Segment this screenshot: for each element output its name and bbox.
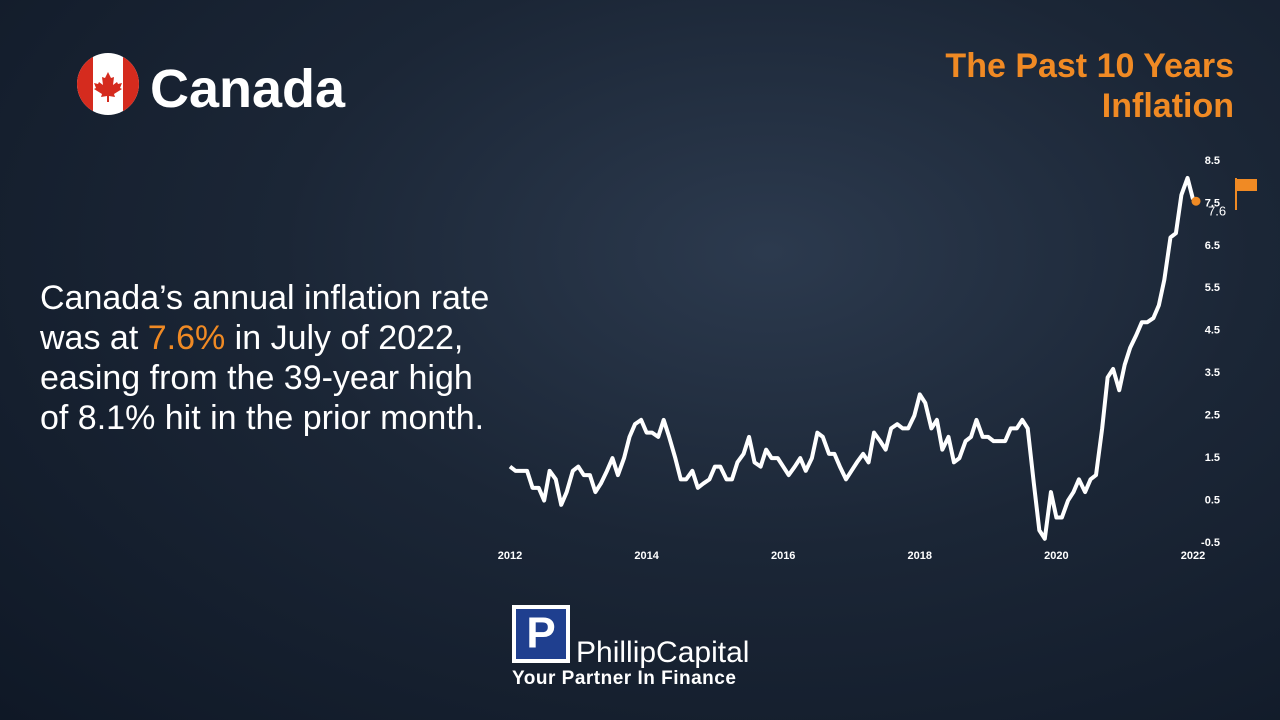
- line: [508, 175, 1195, 541]
- body-text: Canada’s annual inflation rate was at 7.…: [40, 278, 500, 438]
- x-tick-label: 2012: [498, 550, 522, 562]
- y-tick-label: 2.5: [1205, 410, 1220, 422]
- y-tick-label: 3.5: [1205, 367, 1220, 379]
- title-line: The Past 10 Years: [945, 47, 1234, 85]
- x-tick-label: 2018: [908, 550, 932, 562]
- y-tick-label: 4.5: [1205, 325, 1220, 337]
- flag: [1237, 179, 1257, 191]
- slide-title: The Past 10 Years Inflation: [945, 46, 1234, 126]
- y-tick-label: 7.5: [1205, 197, 1220, 209]
- logo-name: PhillipCapital: [576, 636, 750, 669]
- end-marker: [1191, 196, 1201, 206]
- y-tick-label: 6.5: [1205, 240, 1220, 252]
- country-name: Canada: [150, 59, 346, 119]
- chart: -0.5 0.5 1.5 2.5 3.5 4.5 5.5 6.5 7.5 8.5 2012 2014 2…: [498, 155, 1257, 562]
- y-tick-label: 5.5: [1205, 282, 1220, 294]
- canada-flag: [77, 53, 139, 115]
- x-tick-label: 2014: [634, 550, 659, 562]
- title-line: Inflation: [1101, 87, 1234, 125]
- text: in July of 2022, easing from the 39-year…: [40, 319, 485, 437]
- logo-tagline: Your Partner In Finance: [512, 668, 737, 689]
- text: Canada’s annual inflation rate was at: [40, 279, 490, 357]
- logo-letter: P: [526, 609, 555, 658]
- y-tick-label: 0.5: [1205, 494, 1220, 506]
- x-tick-label: 2020: [1044, 550, 1068, 562]
- y-tick-label: -0.5: [1201, 537, 1220, 549]
- highlight: 7.6%: [147, 319, 226, 357]
- end-value-label: 7.6: [1208, 204, 1226, 219]
- x-tick-label: 2022: [1181, 550, 1205, 562]
- y-tick-label: 1.5: [1205, 452, 1220, 464]
- y-tick-label: 8.5: [1205, 155, 1220, 167]
- x-tick-label: 2016: [771, 550, 795, 562]
- logo-mark: P: [512, 605, 570, 663]
